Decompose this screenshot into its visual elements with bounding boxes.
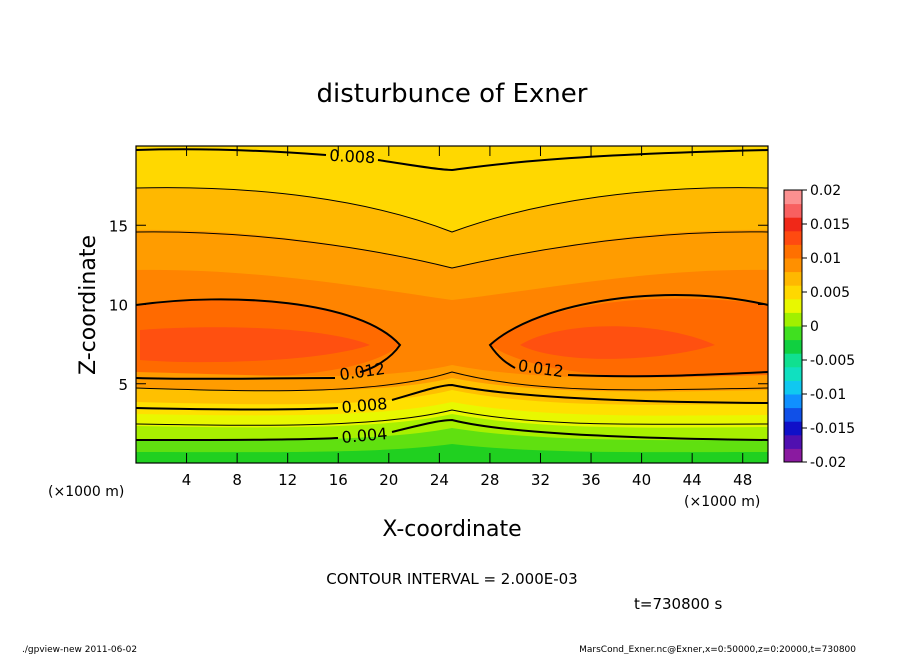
contour-label: 0.008: [341, 394, 388, 417]
contour-line: [135, 231, 769, 269]
colorbar-swatch: [784, 190, 802, 205]
contour-line: [135, 298, 402, 373]
x-tick-label: 36: [581, 471, 600, 489]
time-label: t=730800 s: [634, 595, 722, 613]
contour-line: [135, 148, 327, 156]
contour-line: [391, 383, 769, 404]
x-tick-label: 28: [480, 471, 499, 489]
contour-line: [135, 407, 339, 411]
contour-line: [567, 371, 769, 378]
colorbar-swatch: [784, 326, 802, 341]
x-tick-label: 4: [182, 471, 192, 489]
colorbar-swatch: [784, 285, 802, 300]
contour-line: [135, 409, 769, 426]
contour-line: [135, 187, 769, 233]
y-axis-ticks: 5 10 15: [109, 217, 768, 394]
colorbar-label: -0.01: [810, 387, 846, 403]
contour-line: [135, 437, 339, 441]
x-tick-label: 12: [278, 471, 297, 489]
x-tick-label: 32: [531, 471, 550, 489]
colorbar-label: 0.02: [810, 183, 841, 199]
colorbar-swatch: [784, 407, 802, 422]
colorbar-swatch: [784, 298, 802, 313]
contour-field: [136, 146, 768, 463]
x-tick-label: 44: [683, 471, 702, 489]
contour-label: 0.004: [341, 424, 388, 447]
colorbar-label: 0: [810, 319, 819, 335]
colorbar-swatch: [784, 380, 802, 395]
x-tick-label: 16: [329, 471, 348, 489]
x-tick-label: 20: [379, 471, 398, 489]
colorbar-swatch: [784, 217, 802, 232]
colorbar-swatch: [784, 434, 802, 449]
colorbar-swatch: [784, 258, 802, 273]
colorbar-label: -0.02: [810, 455, 846, 471]
colorbar-label: 0.015: [810, 217, 850, 233]
footer-right: MarsCond_Exner.nc@Exner,x=0:50000,z=0:20…: [579, 645, 856, 654]
y-axis-label: Z-coordinate: [76, 235, 101, 375]
x-tick-label: 48: [733, 471, 752, 489]
colorbar-label: -0.015: [810, 421, 855, 437]
colorbar-swatch: [784, 312, 802, 327]
contour-line: [135, 371, 769, 392]
colorbar-swatch: [784, 244, 802, 259]
x-axis-ticks: 4 8 12 16 20 24 28 32 36 40 44 48: [182, 146, 752, 489]
contour-label: 0.008: [329, 146, 376, 167]
y-tick-label: 5: [118, 376, 128, 394]
x-unit-label: (×1000 m): [684, 494, 760, 510]
colorbar-label: 0.005: [810, 285, 850, 301]
contour-labels: 0.008 0.012 0.012 0.008 0.004: [329, 146, 565, 447]
x-axis-label: X-coordinate: [382, 517, 521, 542]
x-tick-label: 24: [430, 471, 449, 489]
contour-line: [135, 377, 336, 380]
colorbar-swatch: [784, 394, 802, 409]
colorbar-swatch: [784, 421, 802, 436]
contour-line: [488, 294, 769, 369]
colorbar-swatch: [784, 339, 802, 354]
colorbar-swatch: [784, 203, 802, 218]
y-unit-label: (×1000 m): [48, 484, 124, 500]
colorbar: [784, 190, 802, 463]
colorbar-swatch: [784, 366, 802, 381]
contour-line: [377, 149, 769, 172]
colorbar-label: 0.01: [810, 251, 841, 267]
footer-left: ./gpview-new 2011-06-02: [22, 645, 137, 654]
chart-title: disturbunce of Exner: [317, 79, 588, 109]
x-tick-label: 8: [232, 471, 242, 489]
colorbar-label: -0.005: [810, 353, 855, 369]
y-tick-label: 15: [109, 217, 128, 235]
y-tick-label: 10: [109, 297, 128, 315]
colorbar-swatch: [784, 353, 802, 368]
contour-interval-label: CONTOUR INTERVAL = 2.000E-03: [326, 570, 577, 588]
colorbar-swatch: [784, 230, 802, 245]
contour-line: [391, 418, 769, 441]
colorbar-labels: 0.02 0.015 0.01 0.005 0 -0.005 -0.01 -0.015 -0.0…: [802, 183, 855, 471]
colorbar-swatch: [784, 448, 802, 463]
x-tick-label: 40: [632, 471, 651, 489]
colorbar-swatch: [784, 271, 802, 286]
contour-lines: [135, 148, 769, 441]
